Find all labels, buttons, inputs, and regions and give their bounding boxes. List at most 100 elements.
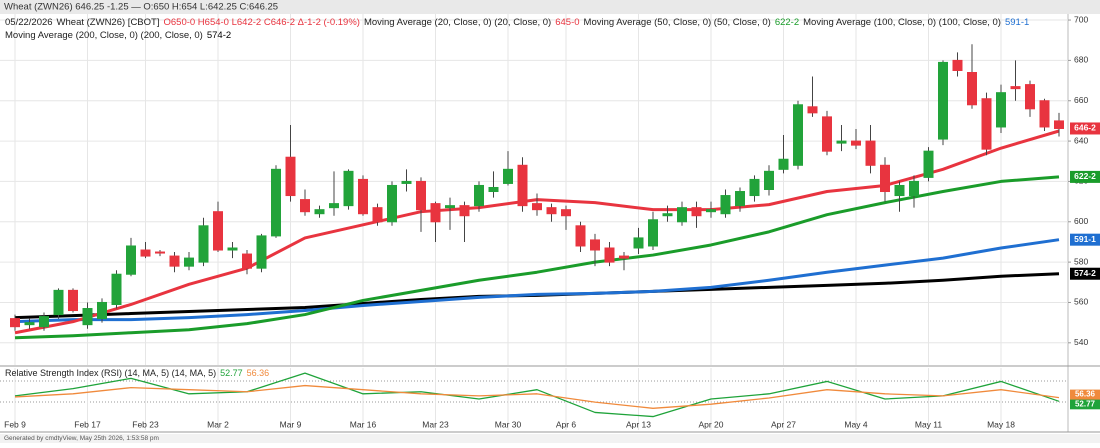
y-tick-label: 600 (1074, 216, 1088, 226)
rsi-tag-box (1070, 399, 1100, 410)
window-title: Wheat (ZWN26) 646.25 -1.25 — O:650 H:654… (4, 2, 278, 13)
rsi-tag-box (1070, 389, 1100, 400)
candle-body (923, 150, 934, 178)
candle-body (155, 251, 165, 254)
x-tick-label: Apr 20 (698, 419, 723, 429)
candle-body (967, 72, 977, 106)
candle-body (575, 225, 586, 247)
candle-body (184, 257, 194, 267)
candle-body (981, 98, 992, 150)
legend-ohlc: O650-0 H654-0 L642-2 C646-2 Δ-1-2 (-0.19… (163, 17, 359, 28)
candle-body (996, 92, 1006, 128)
candle-body (662, 213, 673, 217)
candle-body (677, 207, 687, 223)
legend-line: 05/22/2026 Wheat (ZWN26) [CBOT] O650-0 H65… (5, 17, 1029, 28)
candle-body (82, 308, 93, 326)
ma-tag: 622-2 (1074, 171, 1096, 181)
x-tick-label: Apr 27 (771, 419, 796, 429)
candle-body (822, 116, 832, 152)
candle-body (503, 168, 513, 184)
candle-body (909, 180, 919, 197)
candle-body (590, 239, 600, 251)
legend-ma-value: 591-1 (1005, 17, 1029, 28)
candle-body (836, 140, 847, 144)
legend-ma-name: Moving Average (50, Close, 0) (50, Close… (584, 17, 771, 28)
x-tick-label: Mar 30 (495, 419, 522, 429)
legend-ma-value: 574-2 (207, 30, 231, 41)
rsi-value: 52.77 (220, 368, 243, 378)
candle-body (619, 255, 629, 259)
candle-body (1010, 86, 1021, 90)
moving-average-line (14, 238, 1060, 324)
candle-body (39, 316, 49, 328)
rsi-legend: Relative Strength Index (RSI) (14, MA, 5… (5, 368, 269, 378)
x-tick-label: Apr 6 (556, 419, 577, 429)
y-tick-label: 700 (1074, 14, 1088, 24)
candle-body (358, 178, 368, 215)
x-tick-label: Mar 2 (207, 419, 229, 429)
ma-tag: 574-2 (1074, 268, 1096, 278)
candle-body (633, 237, 644, 249)
candle-body (648, 219, 658, 247)
y-tick-label: 540 (1074, 337, 1088, 347)
candle-body (10, 318, 20, 328)
legend-ma-value: 622-2 (775, 17, 799, 28)
ma-tag-box (1070, 233, 1100, 246)
candle-body (764, 170, 774, 191)
candle-body (445, 205, 455, 209)
x-tick-label: Feb 23 (132, 419, 159, 429)
candle-body (314, 209, 325, 215)
candle-body (387, 184, 397, 223)
candle-body (735, 191, 745, 207)
candle-body (285, 156, 296, 197)
candle-body (720, 195, 731, 215)
candle-body (561, 209, 571, 217)
candle-body (227, 247, 238, 251)
candle-body (691, 207, 702, 217)
candle-body (1054, 120, 1064, 129)
candle-body (169, 255, 180, 267)
candle-body (329, 203, 339, 209)
candle-body (401, 180, 412, 184)
title-bar (0, 0, 1100, 14)
y-tick-label: 680 (1074, 55, 1088, 65)
x-tick-label: Mar 9 (280, 419, 302, 429)
candle-body (1039, 100, 1050, 128)
candle-body (242, 253, 252, 269)
footer-bar (0, 434, 1100, 443)
candle-body (53, 289, 64, 316)
x-tick-label: Apr 13 (626, 419, 651, 429)
candle-body (300, 199, 310, 213)
candle-body (198, 225, 209, 263)
legend-line: Moving Average (200, Close, 0) (200, Clo… (5, 30, 231, 41)
candle-body (256, 235, 267, 269)
candle-body (894, 184, 905, 197)
moving-average-line (14, 175, 1060, 340)
x-tick-label: May 4 (844, 419, 867, 429)
candle-body (880, 164, 890, 193)
candle-body (213, 211, 223, 251)
y-tick-label: 660 (1074, 95, 1088, 105)
candle-body (865, 140, 876, 166)
candle-body (24, 322, 35, 326)
candle-body (416, 180, 426, 211)
candle-body (938, 61, 948, 140)
candle-body (488, 186, 499, 193)
y-tick-label: 640 (1074, 135, 1088, 145)
x-tick-label: Feb 9 (4, 419, 26, 429)
x-tick-label: May 18 (987, 419, 1015, 429)
candle-body (952, 59, 963, 71)
y-tick-label: 580 (1074, 256, 1088, 266)
rsi-title: Relative Strength Index (RSI) (14, MA, 5… (5, 368, 216, 378)
candle-body (430, 203, 441, 223)
candle-body (111, 273, 122, 305)
candle-body (793, 104, 803, 166)
footer: Generated by cmdtyView, May 25th 2026, 1… (4, 435, 159, 442)
last-price-tag: 646-2 (1074, 123, 1096, 133)
candle-body (140, 249, 151, 257)
candle-body (1025, 84, 1035, 110)
candle-body (271, 168, 281, 237)
rsi-tag: 56.36 (1075, 390, 1096, 399)
